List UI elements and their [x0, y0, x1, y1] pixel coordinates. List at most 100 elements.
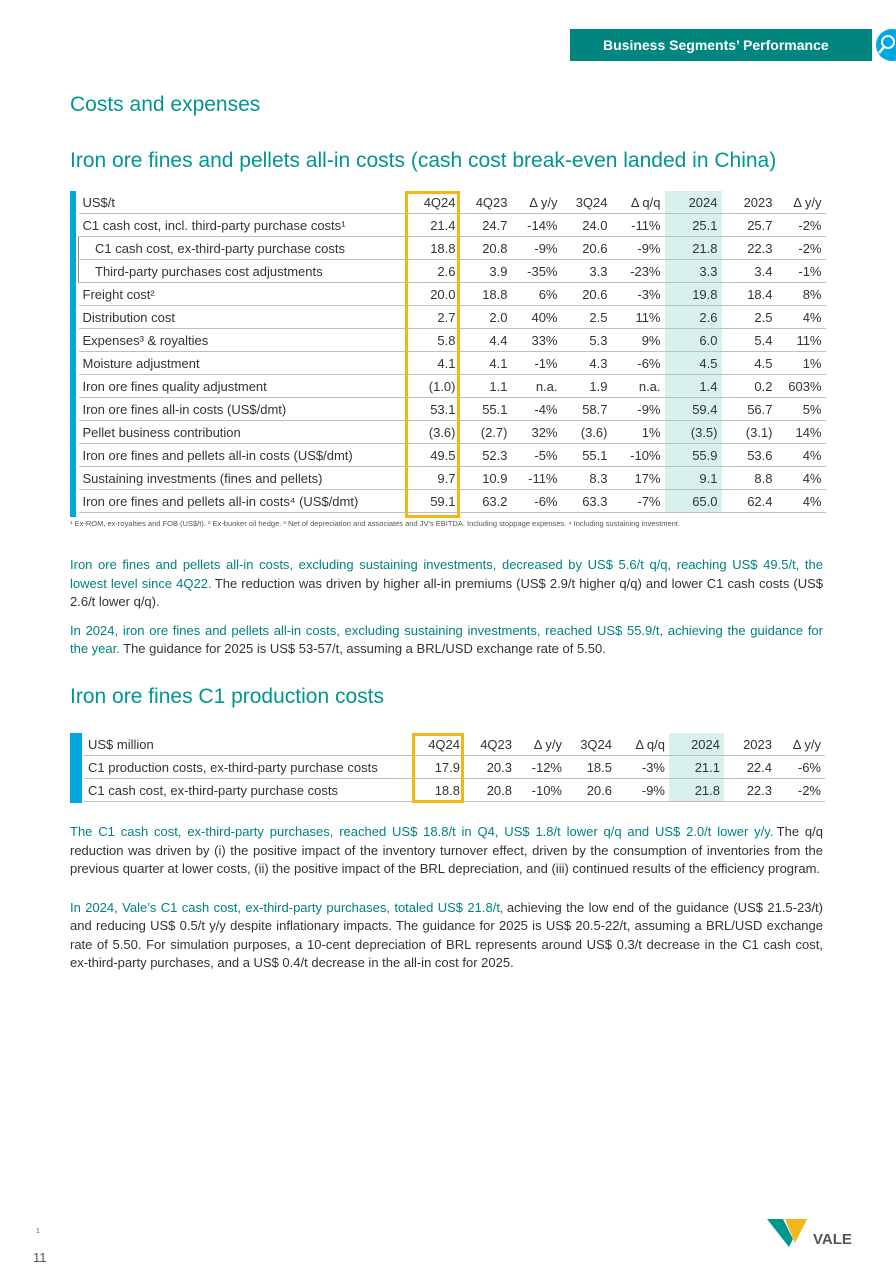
- row: Iron ore fines quality adjustment (1.0) 1.…: [78, 374, 826, 398]
- header-row: US$ million 4Q24 4Q23 Δ y/y 3Q24 Δ q/q 2024 202…: [84, 733, 825, 756]
- paragraph: In 2024, Vale’s C1 cash cost, ex-third-p…: [70, 899, 823, 973]
- row-label: Iron ore fines and pellets all-in costs⁴…: [78, 489, 406, 513]
- row: Third-party purchases cost adjustments 2.…: [78, 259, 826, 283]
- row-label: Iron ore fines and pellets all-in costs …: [78, 443, 406, 467]
- highlight-box: [405, 191, 460, 518]
- column-header: 4Q23: [459, 191, 512, 214]
- cell: 6.0: [664, 328, 722, 352]
- paragraph-body: The guidance for 2025 is US$ 53-57/t, as…: [123, 641, 606, 656]
- column-header: US$ million: [84, 733, 414, 756]
- cell: 5.4: [721, 328, 777, 352]
- cell: 25.1: [664, 213, 722, 237]
- cell: -6%: [611, 351, 665, 375]
- cell: 2.7: [405, 305, 460, 329]
- cell: 49.5: [405, 443, 460, 467]
- cell: 20.3: [464, 755, 516, 779]
- cell: 20.6: [566, 778, 616, 802]
- cell: 603%: [776, 374, 826, 398]
- cell: -2%: [776, 213, 826, 237]
- cell: 4.5: [664, 351, 722, 375]
- paragraph: The C1 cash cost, ex-third-party purchas…: [70, 823, 823, 879]
- row-label: Moisture adjustment: [78, 351, 406, 375]
- cell: -10%: [516, 778, 566, 802]
- cell: 19.8: [664, 282, 722, 306]
- cell: 59.1: [405, 489, 460, 513]
- cell: 2.5: [721, 305, 777, 329]
- cell: 18.8: [405, 236, 460, 260]
- cell: 25.7: [721, 213, 777, 237]
- cell: 2.0: [459, 305, 512, 329]
- cell: -11%: [611, 213, 665, 237]
- paragraph: In 2024, iron ore fines and pellets all-…: [70, 622, 823, 659]
- page-number: 11: [33, 1250, 47, 1265]
- cell: 14%: [776, 420, 826, 444]
- cell: 6%: [511, 282, 562, 306]
- cell: 55.9: [664, 443, 722, 467]
- cell: 24.7: [459, 213, 512, 237]
- cell: -6%: [511, 489, 562, 513]
- column-header: 2023: [721, 191, 777, 214]
- footnote: ¹ Ex-ROM, ex-royalties and FOB (US$/t). …: [70, 519, 680, 528]
- column-header: 4Q24: [405, 191, 460, 214]
- row-label: Distribution cost: [78, 305, 406, 329]
- cell: 58.7: [561, 397, 612, 421]
- cell: n.a.: [511, 374, 562, 398]
- cell: (3.6): [561, 420, 612, 444]
- cell: 20.8: [464, 778, 516, 802]
- cell: 55.1: [459, 397, 512, 421]
- row-label: Third-party purchases cost adjustments: [78, 259, 406, 283]
- cell: 17%: [611, 466, 665, 490]
- row-label: Sustaining investments (fines and pellet…: [78, 466, 406, 490]
- cell: 9%: [611, 328, 665, 352]
- cell: 2.6: [405, 259, 460, 283]
- cell: n.a.: [611, 374, 665, 398]
- row: Iron ore fines and pellets all-in costs …: [78, 443, 826, 467]
- row: Sustaining investments (fines and pellet…: [78, 466, 826, 490]
- cell: 3.9: [459, 259, 512, 283]
- cell: (3.6): [405, 420, 460, 444]
- paragraph-body: The q/q reduction was driven by (i) the …: [70, 824, 823, 876]
- row: Moisture adjustment 4.1 4.1 -1% 4.3 -6% 4.5 4.5…: [78, 351, 826, 375]
- column-header: 3Q24: [561, 191, 612, 214]
- cell: 65.0: [664, 489, 722, 513]
- cell: 4%: [776, 489, 826, 513]
- cell: 11%: [611, 305, 665, 329]
- column-header: US$/t: [78, 191, 406, 214]
- row: Expenses³ & royalties 5.8 4.4 33% 5.3 9% 6.0 5.…: [78, 328, 826, 352]
- cell: -9%: [611, 397, 665, 421]
- cell: -2%: [776, 236, 826, 260]
- cell: 8.3: [561, 466, 612, 490]
- cell: 53.1: [405, 397, 460, 421]
- cell: 1.9: [561, 374, 612, 398]
- cell: -6%: [776, 755, 825, 779]
- column-header: Δ q/q: [611, 191, 665, 214]
- row: Freight cost² 20.0 18.8 6% 20.6 -3% 19.8 18.4 8%: [78, 282, 826, 306]
- table-title: Iron ore fines C1 production costs: [70, 685, 384, 708]
- row-label: C1 cash cost, ex-third-party purchase co…: [84, 778, 414, 802]
- cell: 52.3: [459, 443, 512, 467]
- row-label: Pellet business contribution: [78, 420, 406, 444]
- cell: 63.2: [459, 489, 512, 513]
- row-label: C1 cash cost, ex-third-party purchase co…: [78, 236, 406, 260]
- cell: -12%: [516, 755, 566, 779]
- cell: (3.1): [721, 420, 777, 444]
- cell: -9%: [511, 236, 562, 260]
- cell: (2.7): [459, 420, 512, 444]
- cell: 18.5: [566, 755, 616, 779]
- cell: 9.1: [664, 466, 722, 490]
- cell: 2.5: [561, 305, 612, 329]
- row-label: Expenses³ & royalties: [78, 328, 406, 352]
- row: Iron ore fines all-in costs (US$/dmt) 53.…: [78, 397, 826, 421]
- cell: -1%: [511, 351, 562, 375]
- cell: 63.3: [561, 489, 612, 513]
- logo-text: VALE: [813, 1231, 852, 1248]
- column-header: Δ y/y: [516, 733, 566, 756]
- paragraph-lead: The C1 cash cost, ex-third-party purchas…: [70, 824, 774, 839]
- page-title: Costs and expenses: [70, 93, 261, 116]
- cell: 21.4: [405, 213, 460, 237]
- footer-note: 1: [36, 1228, 40, 1235]
- cell: 22.3: [724, 778, 776, 802]
- cell: 5.3: [561, 328, 612, 352]
- cell: 5%: [776, 397, 826, 421]
- section-tab: Business Segments’ Performance: [570, 29, 872, 61]
